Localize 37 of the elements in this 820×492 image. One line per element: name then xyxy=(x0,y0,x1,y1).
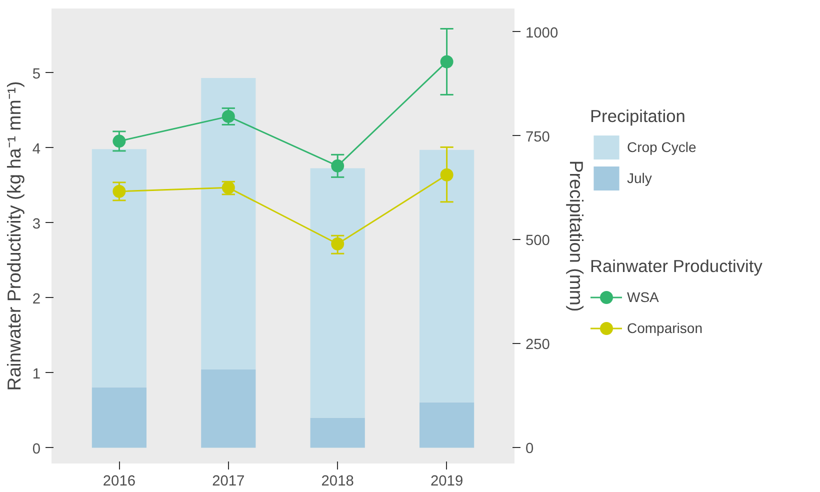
point xyxy=(440,168,454,182)
bar xyxy=(420,150,474,402)
bar xyxy=(201,78,256,370)
y-axis-title: Rainwater Productivity (kg ha⁻¹ mm⁻¹) xyxy=(3,81,24,391)
bar xyxy=(310,168,365,418)
text: Rainwater Productivity xyxy=(590,256,762,276)
text: Precipitation xyxy=(590,106,686,126)
y-tick-label: 5 xyxy=(32,66,41,82)
bar xyxy=(420,402,474,448)
x-tick-label: 2019 xyxy=(430,474,464,490)
y2-tick-label: 750 xyxy=(526,129,550,146)
x-tick-label: 2018 xyxy=(321,474,354,490)
point xyxy=(331,159,344,172)
x-tick-label: 2017 xyxy=(212,474,245,490)
bar xyxy=(92,387,146,448)
y2-axis-title: Precipitation (mm) xyxy=(566,160,588,312)
y2-tick-label: 1000 xyxy=(526,25,558,42)
y2-tick-label: 0 xyxy=(526,441,534,458)
y-tick-label: 4 xyxy=(32,141,41,158)
point xyxy=(112,134,126,148)
legend-label: Comparison xyxy=(627,319,702,338)
bar xyxy=(92,149,146,388)
legend-label: Crop Cycle xyxy=(627,138,696,157)
legend-label: July xyxy=(627,169,652,188)
y-tick-label: 1 xyxy=(32,366,41,382)
y-tick-label: 3 xyxy=(32,216,41,232)
bar xyxy=(201,370,256,448)
y-tick-label: 0 xyxy=(32,441,41,458)
y-tick-label: 2 xyxy=(32,291,41,308)
point xyxy=(331,237,344,250)
x-tick-label: 2016 xyxy=(102,474,136,490)
point xyxy=(440,55,454,68)
y2-tick-label: 250 xyxy=(526,337,550,354)
legend-label: WSA xyxy=(627,288,659,307)
y2-tick-label: 500 xyxy=(526,233,550,250)
point xyxy=(112,184,126,198)
bar xyxy=(310,418,365,448)
